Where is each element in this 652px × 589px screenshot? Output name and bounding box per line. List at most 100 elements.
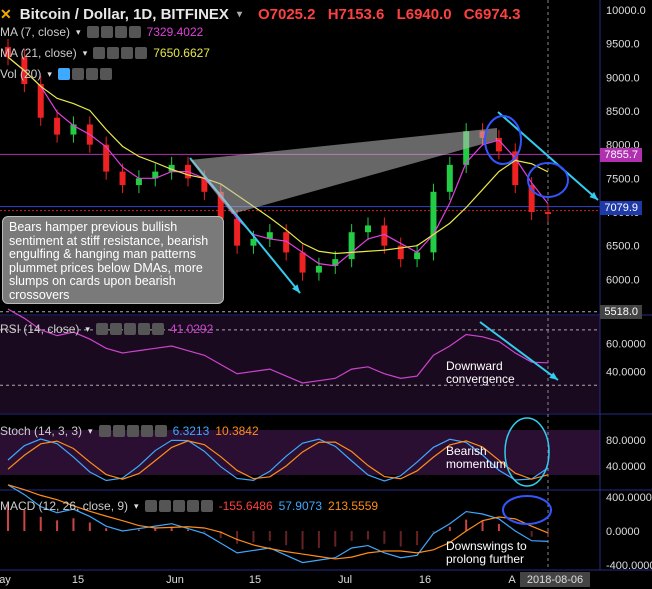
y-tick-label: 80.0000 [606, 435, 646, 447]
candle-body [430, 191, 437, 253]
candle-body [348, 232, 355, 260]
y-tick-label: -400.0000 [606, 560, 652, 572]
dropdown-icon[interactable]: ▾ [47, 68, 52, 79]
analysis-note: Bears hamper previous bullish sentiment … [2, 216, 224, 304]
x-tick-label: A [508, 574, 516, 586]
date-marker-bg [520, 572, 590, 587]
close-value: C6974.3 [463, 5, 521, 23]
rsi-legend[interactable]: RSI (14, close) ▾ 41.0292 [0, 322, 213, 336]
candle-body [152, 171, 159, 179]
stoch-band [0, 430, 600, 475]
indicator-tools[interactable] [86, 26, 141, 38]
indicator-tools[interactable] [95, 323, 164, 335]
indicator-tools[interactable] [144, 500, 213, 512]
macd-label: MACD (12, 26, close, 9) [0, 499, 129, 513]
stoch-annotation: Bearish momentum [446, 444, 507, 471]
indicator-tools[interactable] [98, 425, 167, 437]
candle-body [250, 238, 257, 246]
x-tick-label: 2018-08-06 [527, 574, 583, 586]
x-tick-label: ay [0, 574, 11, 586]
stoch-k-value: 6.3213 [172, 424, 210, 438]
low-value: L6940.0 [396, 5, 452, 23]
candle-body [217, 191, 224, 219]
candle-body [70, 124, 77, 135]
high-value: H7153.6 [327, 5, 385, 23]
ma21-label: MA (21, close) [0, 46, 77, 60]
dropdown-icon[interactable]: ▾ [236, 8, 242, 20]
bitcoin-logo-icon: ✕ [0, 5, 12, 22]
rsi-arrow-head [549, 372, 558, 380]
y-tick-label: 8500.0 [606, 106, 640, 118]
candle-body [495, 137, 502, 152]
ma21-value: 7650.6627 [153, 46, 210, 60]
y-tick-label: 6500.0 [606, 241, 640, 253]
dropdown-icon[interactable]: ▾ [76, 26, 81, 37]
y-tick-label: 10000.0 [606, 5, 646, 17]
candle-body [299, 252, 306, 273]
ma7-label: MA (7, close) [0, 25, 71, 39]
rsi-annotation: Downward convergence [446, 359, 515, 386]
volume-legend[interactable]: Vol (20) ▾ [0, 67, 112, 81]
stoch-label: Stoch (14, 3, 3) [0, 424, 83, 438]
recent-downtrend-arrow [497, 111, 599, 201]
candle-body [135, 178, 142, 186]
recent-downtrend-arrow-head [589, 191, 598, 200]
candle-body [5, 47, 11, 58]
dropdown-icon[interactable]: ▾ [134, 500, 139, 511]
y-tick-label: 9000.0 [606, 72, 640, 84]
candle-body [414, 252, 421, 260]
x-tick-label: Jul [338, 574, 352, 586]
candle-body [37, 84, 44, 118]
x-tick-label: 16 [419, 574, 431, 586]
candle-body [266, 232, 273, 239]
symbol-title[interactable]: Bitcoin / Dollar, 1D, BITFINEX [19, 5, 229, 23]
candle-body [381, 225, 388, 246]
ma7-legend[interactable]: MA (7, close) ▾ 7329.4022 [0, 25, 203, 39]
y-tick-label: 40.0000 [606, 461, 646, 473]
x-tick-label: 15 [249, 574, 261, 586]
ma21-legend[interactable]: MA (21, close) ▾ 7650.6627 [0, 46, 210, 60]
candle-body [397, 245, 404, 260]
downtrend-arrow-head [292, 284, 300, 293]
y-tick-label: 400.0000 [606, 492, 652, 504]
volume-label: Vol (20) [0, 67, 42, 81]
rsi-line [7, 308, 549, 384]
stoch-d-value: 10.3842 [215, 424, 259, 438]
macd-legend[interactable]: MACD (12, 26, close, 9) ▾ -155.6486 57.9… [0, 499, 378, 513]
support-price-tag: 5518.0 [600, 305, 642, 319]
y-tick-label: 60.0000 [606, 339, 646, 351]
stoch-legend[interactable]: Stoch (14, 3, 3) ▾ 6.3213 10.3842 [0, 424, 259, 438]
macd-circle [502, 495, 552, 525]
candle-body [234, 218, 241, 246]
x-tick-label: 15 [72, 574, 84, 586]
dropdown-icon[interactable]: ▾ [85, 323, 90, 334]
candle-body [201, 178, 208, 192]
indicator-tools[interactable] [57, 68, 112, 80]
ohlc-readout: O7025.2 H7153.6 L6940.0 C6974.3 [250, 6, 521, 23]
trend-wedge [190, 128, 497, 214]
rsi-label: RSI (14, close) [0, 322, 80, 336]
stoch-k-line [7, 438, 549, 482]
chart-header: ✕ Bitcoin / Dollar, 1D, BITFINEX ▾ O7025… [0, 4, 521, 24]
candle-body [103, 144, 110, 172]
ma7-value: 7329.4022 [146, 25, 204, 39]
candle-body [365, 225, 371, 233]
macd-line [7, 484, 549, 564]
pattern-circle [484, 115, 522, 165]
macd-annotation: Downswings to prolong further [446, 539, 527, 566]
indicator-tools[interactable] [93, 47, 148, 59]
candle-body [528, 185, 535, 212]
y-tick-label: 6000.0 [606, 274, 640, 286]
stoch-circle [504, 417, 550, 487]
candle-body [545, 212, 551, 214]
candle-body [332, 259, 339, 266]
dropdown-icon[interactable]: ▾ [88, 425, 93, 436]
y-tick-label: 7500.0 [606, 173, 640, 185]
rsi-arrow [479, 321, 559, 381]
open-value: O7025.2 [257, 5, 316, 23]
candle-body [119, 171, 126, 186]
pattern-circle [527, 162, 569, 198]
rsi-value: 41.0292 [169, 322, 214, 336]
dropdown-icon[interactable]: ▾ [82, 47, 88, 58]
ma7-line [7, 56, 549, 267]
